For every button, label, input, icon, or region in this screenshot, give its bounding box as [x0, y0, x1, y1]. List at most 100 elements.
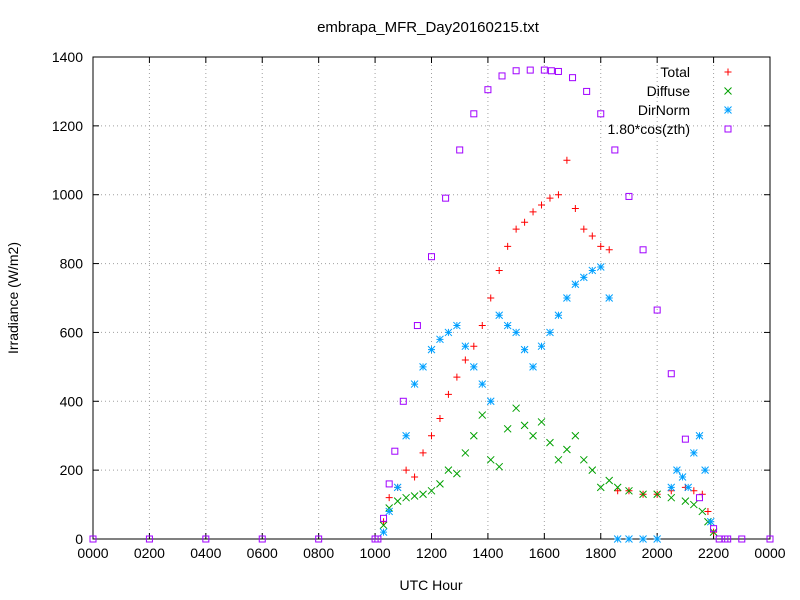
data-point — [653, 490, 662, 499]
data-point — [588, 466, 597, 474]
legend-marker — [724, 87, 732, 95]
data-point — [521, 218, 529, 226]
x-tick-label: 1000 — [360, 545, 391, 561]
data-point — [495, 311, 504, 320]
y-tick-label: 1400 — [52, 49, 83, 65]
data-point — [614, 487, 622, 495]
data-point — [428, 253, 435, 261]
legend-marker — [724, 106, 732, 114]
data-point — [402, 493, 410, 502]
data-point — [546, 328, 554, 337]
data-point — [667, 493, 676, 502]
data-point — [520, 421, 529, 430]
data-point — [484, 86, 492, 94]
data-point — [478, 411, 487, 419]
data-point — [503, 321, 512, 330]
data-point — [689, 449, 698, 457]
x-tick-label: 0200 — [134, 545, 165, 561]
data-point — [399, 397, 407, 405]
data-point — [540, 66, 548, 74]
data-point — [495, 266, 503, 274]
data-point — [436, 335, 444, 344]
data-point — [546, 438, 554, 447]
data-point — [684, 483, 693, 492]
y-tick-label: 800 — [60, 256, 84, 272]
data-point — [681, 435, 689, 443]
data-point — [639, 490, 647, 499]
legend-label: DirNorm — [638, 102, 690, 118]
data-point — [596, 263, 605, 271]
grid — [93, 57, 770, 539]
data-point — [442, 194, 450, 202]
data-point — [605, 246, 613, 254]
data-point — [419, 490, 427, 499]
data-point — [512, 67, 520, 75]
data-point — [444, 390, 452, 398]
legend-marker — [724, 125, 732, 133]
data-point — [667, 483, 676, 492]
x-axis-label: UTC Hour — [399, 577, 462, 593]
data-point — [391, 447, 399, 455]
data-point — [469, 363, 478, 371]
data-point — [380, 514, 388, 522]
data-point — [470, 110, 478, 118]
y-tick-label: 1000 — [52, 187, 83, 203]
data-point — [653, 535, 662, 543]
data-point — [436, 480, 444, 488]
data-point — [487, 294, 495, 302]
data-point — [563, 294, 571, 302]
data-point — [470, 342, 478, 350]
data-point — [258, 535, 266, 543]
y-axis-ticks: 0 200 400 600 800 1000 1200 1400 — [52, 49, 770, 547]
data-point — [625, 486, 633, 495]
legend-marker — [724, 68, 732, 76]
data-point — [537, 418, 546, 426]
data-point — [588, 232, 596, 240]
data-point — [613, 535, 622, 543]
x-tick-label: 0600 — [247, 545, 278, 561]
data-point — [597, 242, 605, 250]
y-tick-label: 600 — [60, 324, 84, 340]
data-point — [554, 311, 563, 320]
data-point — [385, 480, 393, 488]
data-point — [413, 322, 421, 330]
y-axis-label: Irradiance (W/m2) — [5, 242, 21, 354]
data-point — [724, 535, 732, 543]
data-point — [667, 370, 675, 378]
x-tick-label: 2200 — [698, 545, 729, 561]
data-point — [588, 266, 597, 275]
data-point — [512, 404, 520, 413]
chart-title: embrapa_MFR_Day20160215.txt — [317, 19, 540, 36]
legend-label: Diffuse — [647, 83, 691, 99]
data-point — [698, 507, 707, 516]
data-point — [461, 449, 470, 457]
y-tick-label: 0 — [75, 531, 83, 547]
x-tick-label: 0400 — [190, 545, 221, 561]
data-point — [571, 280, 580, 289]
data-point — [605, 294, 614, 302]
data-point — [580, 225, 588, 233]
data-point — [89, 535, 97, 543]
data-point — [554, 67, 562, 75]
series-2 — [379, 263, 715, 543]
data-point — [379, 528, 388, 536]
data-point — [315, 535, 323, 543]
data-point — [453, 321, 461, 330]
x-tick-label: 0000 — [754, 545, 785, 561]
data-point — [427, 345, 436, 354]
data-point — [512, 328, 520, 337]
x-axis-ticks: 0000 0200 0400 0600 0800 1000 1200 1400 1600 1800… — [77, 57, 786, 561]
data-point — [456, 146, 464, 154]
data-point — [596, 483, 605, 492]
data-point — [402, 466, 410, 474]
data-point — [653, 306, 661, 314]
data-point — [563, 156, 571, 164]
data-point — [453, 373, 461, 381]
x-tick-label: 0000 — [77, 545, 108, 561]
y-tick-label: 200 — [60, 462, 84, 478]
legend-label: 1.80*cos(zth) — [608, 121, 690, 137]
legend-label: Total — [660, 64, 690, 80]
data-point — [478, 322, 486, 330]
